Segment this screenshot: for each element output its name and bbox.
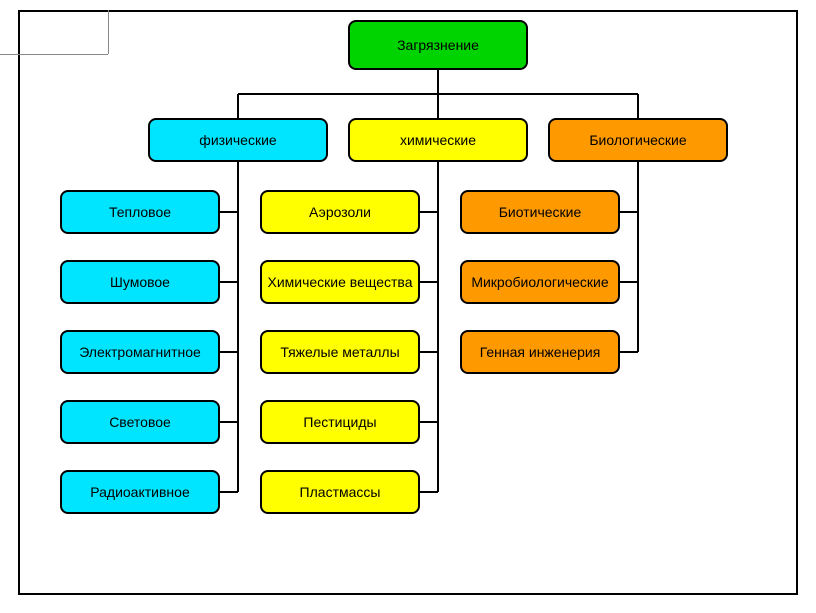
leaf-genetic-engineering: Генная инженерия [460, 330, 620, 374]
leaf-light: Световое [60, 400, 220, 444]
leaf-heavy-metals: Тяжелые металлы [260, 330, 420, 374]
leaf-label: Аэрозоли [309, 204, 371, 220]
category-label: физические [199, 132, 276, 148]
leaf-label: Электромагнитное [79, 344, 201, 360]
category-biological: Биологические [548, 118, 728, 162]
category-chemical: химические [348, 118, 528, 162]
leaf-radioactive: Радиоактивное [60, 470, 220, 514]
root-node: Загрязнение [348, 20, 528, 70]
category-physical: физические [148, 118, 328, 162]
leaf-label: Биотические [499, 204, 582, 220]
leaf-label: Химические вещества [268, 274, 413, 290]
leaf-label: Тепловое [109, 204, 171, 220]
root-label: Загрязнение [397, 37, 479, 53]
page-fold-v [108, 10, 109, 54]
leaf-pesticides: Пестициды [260, 400, 420, 444]
leaf-label: Шумовое [110, 274, 170, 290]
leaf-label: Пестициды [303, 414, 376, 430]
leaf-biotic: Биотические [460, 190, 620, 234]
leaf-aerosols: Аэрозоли [260, 190, 420, 234]
leaf-plastics: Пластмассы [260, 470, 420, 514]
leaf-electromagnetic: Электромагнитное [60, 330, 220, 374]
leaf-label: Радиоактивное [90, 484, 189, 500]
leaf-thermal: Тепловое [60, 190, 220, 234]
category-label: химические [400, 132, 476, 148]
leaf-label: Генная инженерия [480, 344, 601, 360]
leaf-label: Микробиологические [471, 274, 608, 290]
diagram-canvas: Загрязнение физические Тепловое Шумовое … [0, 0, 816, 613]
leaf-label: Световое [109, 414, 171, 430]
leaf-chemicals: Химические вещества [260, 260, 420, 304]
leaf-noise: Шумовое [60, 260, 220, 304]
leaf-microbiological: Микробиологические [460, 260, 620, 304]
page-fold-h [0, 54, 108, 55]
leaf-label: Пластмассы [300, 484, 381, 500]
leaf-label: Тяжелые металлы [280, 344, 399, 360]
category-label: Биологические [589, 132, 686, 148]
